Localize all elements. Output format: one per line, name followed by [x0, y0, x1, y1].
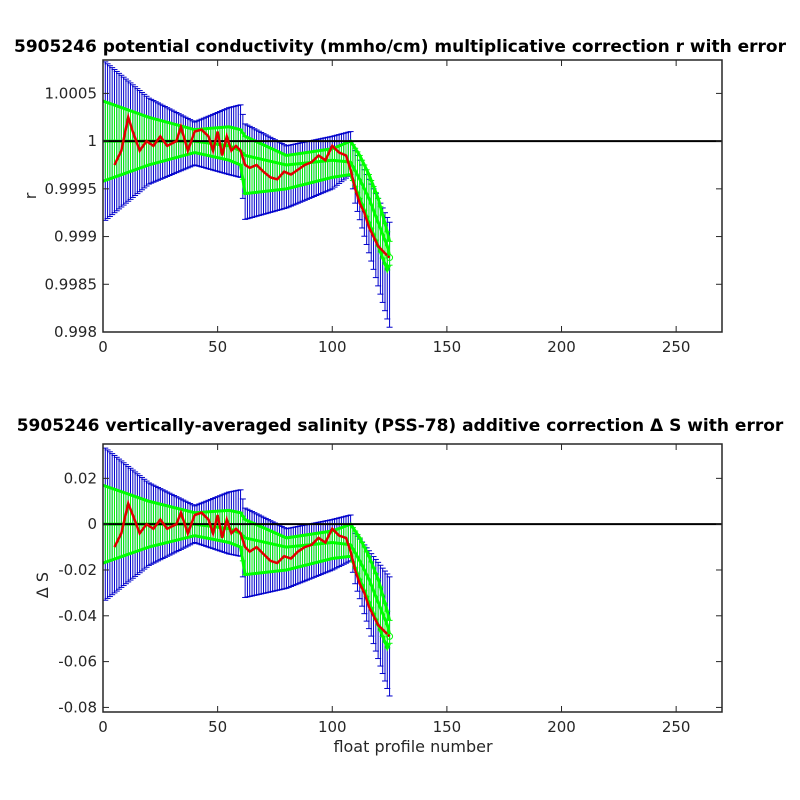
axes-box: [102, 59, 723, 333]
salinity-correction-panel: 5905246 vertically-averaged salinity (PS…: [17, 416, 784, 756]
y-tick-label: 0.999: [54, 228, 97, 246]
fit-error-lower-line: [103, 534, 391, 652]
y-tick-label: 0.9985: [45, 275, 98, 293]
axes-box: [102, 443, 723, 713]
last-point-marker: [386, 254, 394, 262]
x-tick-label: 250: [662, 718, 691, 736]
correction-estimate-line: [113, 499, 391, 638]
y-tick-label: 0.998: [54, 323, 97, 341]
fit-error-lower-line: [103, 151, 391, 274]
last-point-marker: [386, 632, 394, 640]
y-tick-label: 1.0005: [45, 84, 98, 102]
panel-title: 5905246 vertically-averaged salinity (PS…: [17, 416, 784, 436]
x-tick-label: 50: [208, 718, 227, 736]
y-axis-label: r: [21, 192, 40, 199]
y-tick-label: -0.02: [58, 561, 97, 579]
x-tick-label: 200: [547, 338, 576, 356]
fit-error-upper-line: [103, 483, 392, 621]
x-tick-label: 100: [318, 338, 347, 356]
x-axis-label: float profile number: [333, 737, 493, 756]
conductivity-correction-panel: 5905246 potential conductivity (mmho/cm)…: [14, 37, 787, 356]
plot-area: [103, 447, 722, 697]
y-axis-label: Δ S: [33, 572, 52, 598]
correction-estimate-line: [113, 112, 391, 259]
x-tick-label: 50: [208, 338, 227, 356]
x-tick-label: 100: [318, 718, 347, 736]
y-tick-label: -0.04: [58, 607, 97, 625]
x-tick-label: 0: [98, 718, 108, 736]
y-tick-label: 0.02: [64, 469, 97, 487]
fit-error-upper-line: [103, 99, 392, 242]
y-tick-label: -0.06: [58, 653, 97, 671]
panel-title: 5905246 potential conductivity (mmho/cm)…: [14, 37, 787, 57]
plot-area: [103, 61, 722, 328]
x-tick-label: 0: [98, 338, 108, 356]
x-tick-label: 150: [433, 338, 462, 356]
y-tick-label: 0.9995: [45, 180, 98, 198]
y-tick-label: 1: [87, 132, 97, 150]
x-tick-label: 150: [433, 718, 462, 736]
x-tick-label: 200: [547, 718, 576, 736]
x-tick-label: 250: [662, 338, 691, 356]
y-tick-label: 0: [87, 515, 97, 533]
y-tick-label: -0.08: [58, 698, 97, 716]
